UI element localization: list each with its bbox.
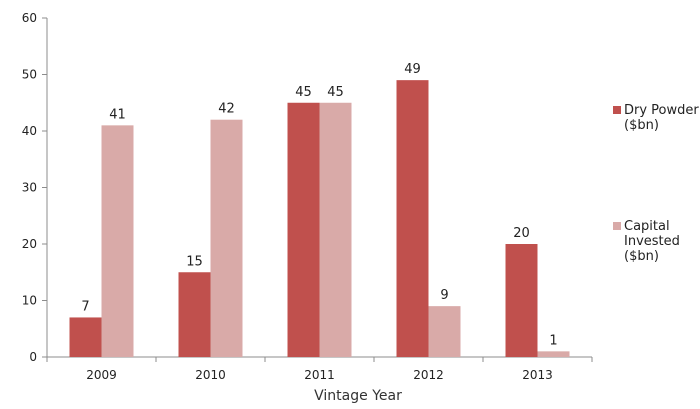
bar-dry-powder (505, 244, 538, 357)
data-labels: 7 15 45 49 20 41 42 45 9 1 (81, 62, 557, 348)
bar-dry-powder (69, 317, 102, 357)
y-tick-label: 20 (22, 237, 37, 251)
y-tick-label: 0 (29, 350, 37, 364)
bar-capital-invested (319, 102, 352, 357)
x-tick-label: 2011 (304, 368, 335, 382)
x-axis-title: Vintage Year (314, 388, 402, 404)
data-label: 9 (440, 288, 448, 303)
x-tick-label: 2010 (195, 368, 226, 382)
x-tick-label: 2009 (86, 368, 117, 382)
y-tick-label: 30 (22, 181, 37, 195)
y-tick-label: 10 (22, 294, 37, 308)
bar-capital-invested (101, 125, 134, 357)
data-label: 7 (81, 299, 89, 314)
data-label: 1 (549, 333, 557, 348)
legend-swatch (613, 222, 621, 230)
legend-label: Invested (624, 234, 680, 249)
y-axis-ticks: 0 10 20 30 40 50 60 (22, 11, 47, 364)
y-tick-label: 50 (22, 68, 37, 82)
y-tick-label: 40 (22, 124, 37, 138)
legend-swatch (613, 106, 621, 114)
x-axis-ticks: 2009 2010 2011 2012 2013 (46, 357, 593, 382)
bar-capital-invested (537, 351, 570, 357)
bar-capital-invested (210, 119, 243, 357)
bar-dry-powder (287, 102, 320, 357)
legend-label: Dry Powder (624, 103, 699, 118)
x-tick-label: 2012 (413, 368, 444, 382)
data-label: 20 (513, 226, 530, 241)
bar-dry-powder (178, 272, 211, 357)
data-label: 15 (186, 254, 203, 269)
legend-label: ($bn) (624, 118, 659, 133)
data-label: 45 (295, 85, 312, 100)
data-label: 49 (404, 62, 421, 77)
legend-label: ($bn) (624, 249, 659, 264)
data-label: 45 (327, 85, 344, 100)
bar-capital-invested (428, 306, 461, 357)
x-tick-label: 2013 (522, 368, 553, 382)
bars (69, 80, 570, 358)
bar-dry-powder (396, 80, 429, 358)
data-label: 42 (218, 102, 235, 117)
data-label: 41 (109, 107, 126, 122)
legend-label: Capital (624, 219, 670, 234)
y-tick-label: 60 (22, 11, 37, 25)
